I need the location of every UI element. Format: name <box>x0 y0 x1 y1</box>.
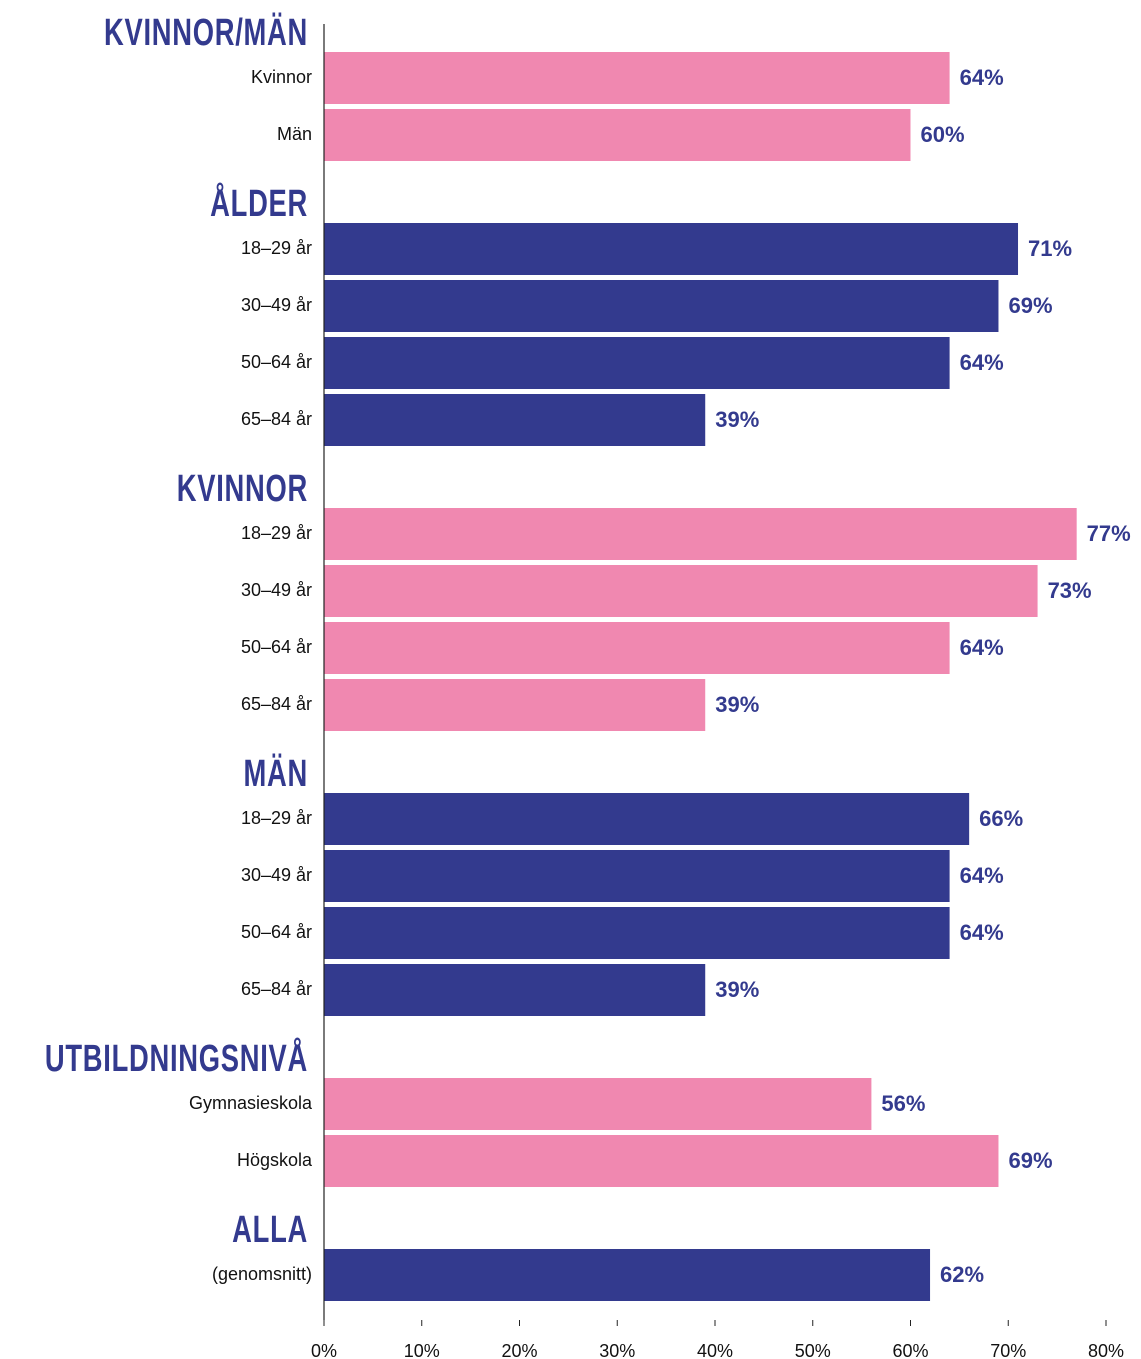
bar <box>324 565 1038 617</box>
value-label: 62% <box>940 1262 984 1287</box>
value-label: 39% <box>715 692 759 717</box>
category-label: 30–49 år <box>241 865 312 885</box>
x-tick-label: 70% <box>990 1341 1026 1359</box>
value-label: 64% <box>960 863 1004 888</box>
x-tick-label: 50% <box>795 1341 831 1359</box>
bar <box>324 394 706 446</box>
value-label: 71% <box>1028 236 1072 261</box>
value-label: 39% <box>715 407 759 432</box>
bar <box>324 109 911 161</box>
x-tick-label: 60% <box>892 1341 928 1359</box>
category-label: Män <box>277 124 312 144</box>
category-label: 30–49 år <box>241 295 312 315</box>
bar <box>324 280 999 332</box>
bar <box>324 1135 999 1187</box>
bar <box>324 622 950 674</box>
group-heading: MÄN <box>244 753 308 795</box>
category-label: 65–84 år <box>241 409 312 429</box>
x-tick-label: 80% <box>1088 1341 1124 1359</box>
bar <box>324 964 706 1016</box>
x-tick-label: 30% <box>599 1341 635 1359</box>
value-label: 73% <box>1048 578 1092 603</box>
category-label: 50–64 år <box>241 922 312 942</box>
value-label: 64% <box>960 920 1004 945</box>
category-label: 50–64 år <box>241 352 312 372</box>
bar <box>324 1078 872 1130</box>
value-label: 64% <box>960 635 1004 660</box>
value-label: 69% <box>1008 1148 1052 1173</box>
value-label: 69% <box>1008 293 1052 318</box>
bar <box>324 907 950 959</box>
category-label: 50–64 år <box>241 637 312 657</box>
bar <box>324 1249 931 1301</box>
x-tick-label: 10% <box>404 1341 440 1359</box>
group-heading: ALLA <box>232 1209 308 1251</box>
x-tick-label: 40% <box>697 1341 733 1359</box>
category-label: 65–84 år <box>241 979 312 999</box>
bar <box>324 223 1019 275</box>
bar <box>324 52 950 104</box>
category-label: 30–49 år <box>241 580 312 600</box>
x-tick-label: 0% <box>311 1341 337 1359</box>
category-label: Högskola <box>237 1150 313 1170</box>
value-label: 60% <box>921 122 965 147</box>
group-heading: KVINNOR <box>177 468 308 510</box>
category-label: (genomsnitt) <box>212 1264 312 1284</box>
value-label: 64% <box>960 65 1004 90</box>
value-label: 39% <box>715 977 759 1002</box>
category-label: Kvinnor <box>251 67 312 87</box>
value-label: 66% <box>979 806 1023 831</box>
category-label: 65–84 år <box>241 694 312 714</box>
bar <box>324 679 706 731</box>
value-label: 56% <box>881 1091 925 1116</box>
value-label: 77% <box>1087 521 1131 546</box>
group-heading: KVINNOR/MÄN <box>104 12 308 54</box>
group-heading: UTBILDNINGSNIVÅ <box>45 1037 308 1081</box>
bar <box>324 508 1077 560</box>
category-label: 18–29 år <box>241 238 312 258</box>
category-label: 18–29 år <box>241 808 312 828</box>
category-label: 18–29 år <box>241 523 312 543</box>
group-heading: ÅLDER <box>210 182 308 226</box>
category-label: Gymnasieskola <box>189 1093 313 1113</box>
value-label: 64% <box>960 350 1004 375</box>
x-tick-label: 20% <box>501 1341 537 1359</box>
bar <box>324 337 950 389</box>
bar <box>324 850 950 902</box>
bar <box>324 793 970 845</box>
